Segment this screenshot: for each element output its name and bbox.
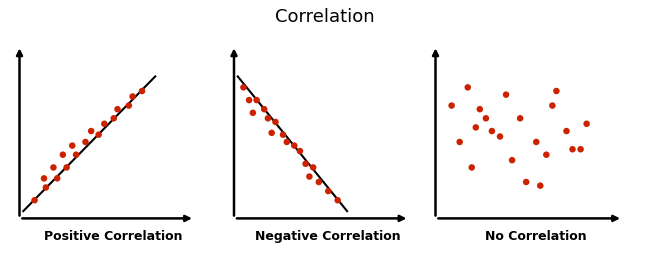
Point [562,129,572,133]
Point [515,116,525,120]
Text: Negative Correlation: Negative Correlation [255,230,401,242]
Point [48,165,58,170]
Point [86,129,96,133]
Point [127,94,138,99]
Point [61,165,72,170]
Point [52,176,62,181]
Point [39,176,49,181]
Point [248,111,258,115]
Point [278,132,288,137]
Point [535,183,545,188]
Point [244,98,254,102]
Point [481,116,491,120]
Point [41,185,51,190]
Point [124,103,134,108]
Text: Positive Correlation: Positive Correlation [44,230,183,242]
Point [252,98,262,102]
Point [487,129,497,133]
Point [567,147,578,151]
Point [474,107,485,111]
Point [304,174,315,179]
Point [281,140,292,144]
Point [467,165,477,170]
Point [99,122,109,126]
Point [547,103,558,108]
Point [136,89,147,93]
Point [263,116,273,120]
Point [471,125,481,130]
Text: Correlation: Correlation [275,8,375,26]
Point [259,107,269,111]
Point [266,130,277,135]
Point [447,103,457,108]
Point [463,85,473,90]
Point [238,85,248,90]
Point [58,152,68,157]
Point [308,165,318,170]
Point [541,152,551,157]
Point [289,143,300,148]
Point [507,158,517,162]
Point [94,132,104,137]
Point [294,149,305,153]
Point [581,122,592,126]
Point [551,89,562,93]
Point [323,189,333,193]
Point [71,152,81,157]
Point [300,162,311,166]
Point [29,198,40,202]
Point [313,180,324,184]
Point [500,92,511,97]
Point [495,134,505,139]
Point [521,180,531,184]
Point [454,140,465,144]
Point [80,140,90,144]
Text: No Correlation: No Correlation [486,230,587,242]
Point [112,107,123,111]
Point [531,140,541,144]
Point [67,143,77,148]
Point [270,120,281,124]
Point [109,116,119,120]
Point [332,198,343,202]
Point [575,147,586,151]
